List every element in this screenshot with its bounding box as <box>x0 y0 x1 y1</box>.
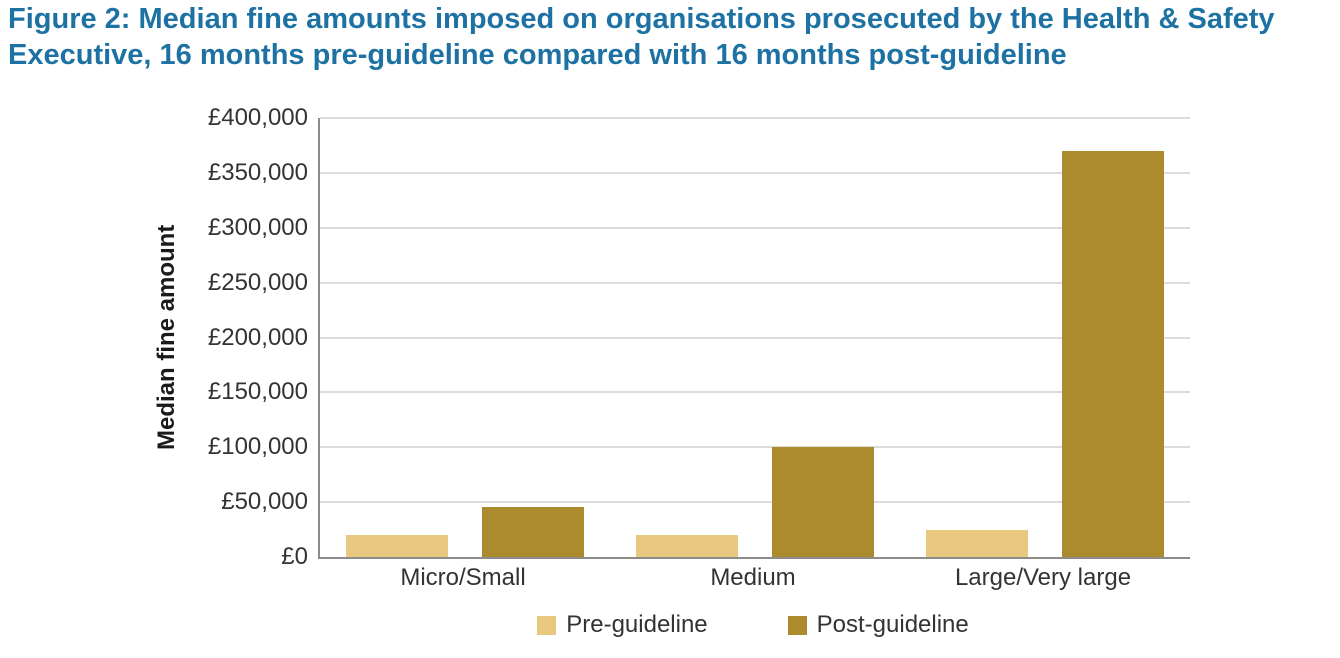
gridline <box>320 446 1190 449</box>
gridline <box>320 226 1190 229</box>
y-axis-title: Median fine amount <box>153 224 180 451</box>
bar-pre-guideline-medium <box>636 535 738 557</box>
figure-title: Figure 2: Median fine amounts imposed on… <box>8 3 1275 71</box>
legend-swatch-pre-guideline <box>537 615 557 635</box>
y-tick-label: £100,000 <box>207 433 308 461</box>
legend-item-post-guideline: Post-guideline <box>787 611 969 639</box>
bar-post-guideline-large-very-large <box>1062 150 1164 557</box>
y-tick-label: £200,000 <box>207 323 308 351</box>
legend-label-post-guideline: Post-guideline <box>816 611 969 638</box>
y-tick-label: £350,000 <box>207 158 308 186</box>
bar-group-micro-small <box>320 118 610 557</box>
gridline <box>320 281 1190 284</box>
bar-group-medium <box>610 118 900 557</box>
bar-post-guideline-medium <box>772 447 874 557</box>
y-tick-label: £300,000 <box>207 213 308 241</box>
legend-item-pre-guideline: Pre-guideline <box>537 611 708 639</box>
gridline <box>320 501 1190 504</box>
x-category-label-medium: Medium <box>710 564 796 591</box>
gridline <box>320 171 1190 174</box>
legend: Pre-guideline Post-guideline <box>318 606 1188 644</box>
bar-pre-guideline-micro-small <box>346 535 448 557</box>
y-tick-label: £50,000 <box>221 488 308 516</box>
gridline <box>320 117 1190 119</box>
legend-swatch-post-guideline <box>787 615 807 635</box>
gridline <box>320 336 1190 339</box>
bar-post-guideline-micro-small <box>482 506 584 557</box>
gridline <box>320 391 1190 394</box>
y-tick-label: £150,000 <box>207 378 308 406</box>
y-axis-ticks: £400,000 £350,000 £300,000 £250,000 £200,000… <box>185 104 308 570</box>
legend-label-pre-guideline: Pre-guideline <box>566 611 708 638</box>
y-tick-label: £400,000 <box>207 104 308 131</box>
x-category-label-micro-small: Micro/Small <box>400 564 526 591</box>
x-category-label-large-very-large: Large/Very large <box>954 564 1132 591</box>
bar-pre-guideline-large-very-large <box>926 529 1028 557</box>
plot-area <box>318 117 1190 559</box>
y-tick-label: £250,000 <box>207 268 308 296</box>
bar-groups <box>320 118 1190 557</box>
bar-group-large-very-large <box>900 118 1190 557</box>
y-tick-label: £0 <box>281 543 308 570</box>
x-axis-labels: Micro/Small Medium Large/Very large <box>318 564 1188 592</box>
